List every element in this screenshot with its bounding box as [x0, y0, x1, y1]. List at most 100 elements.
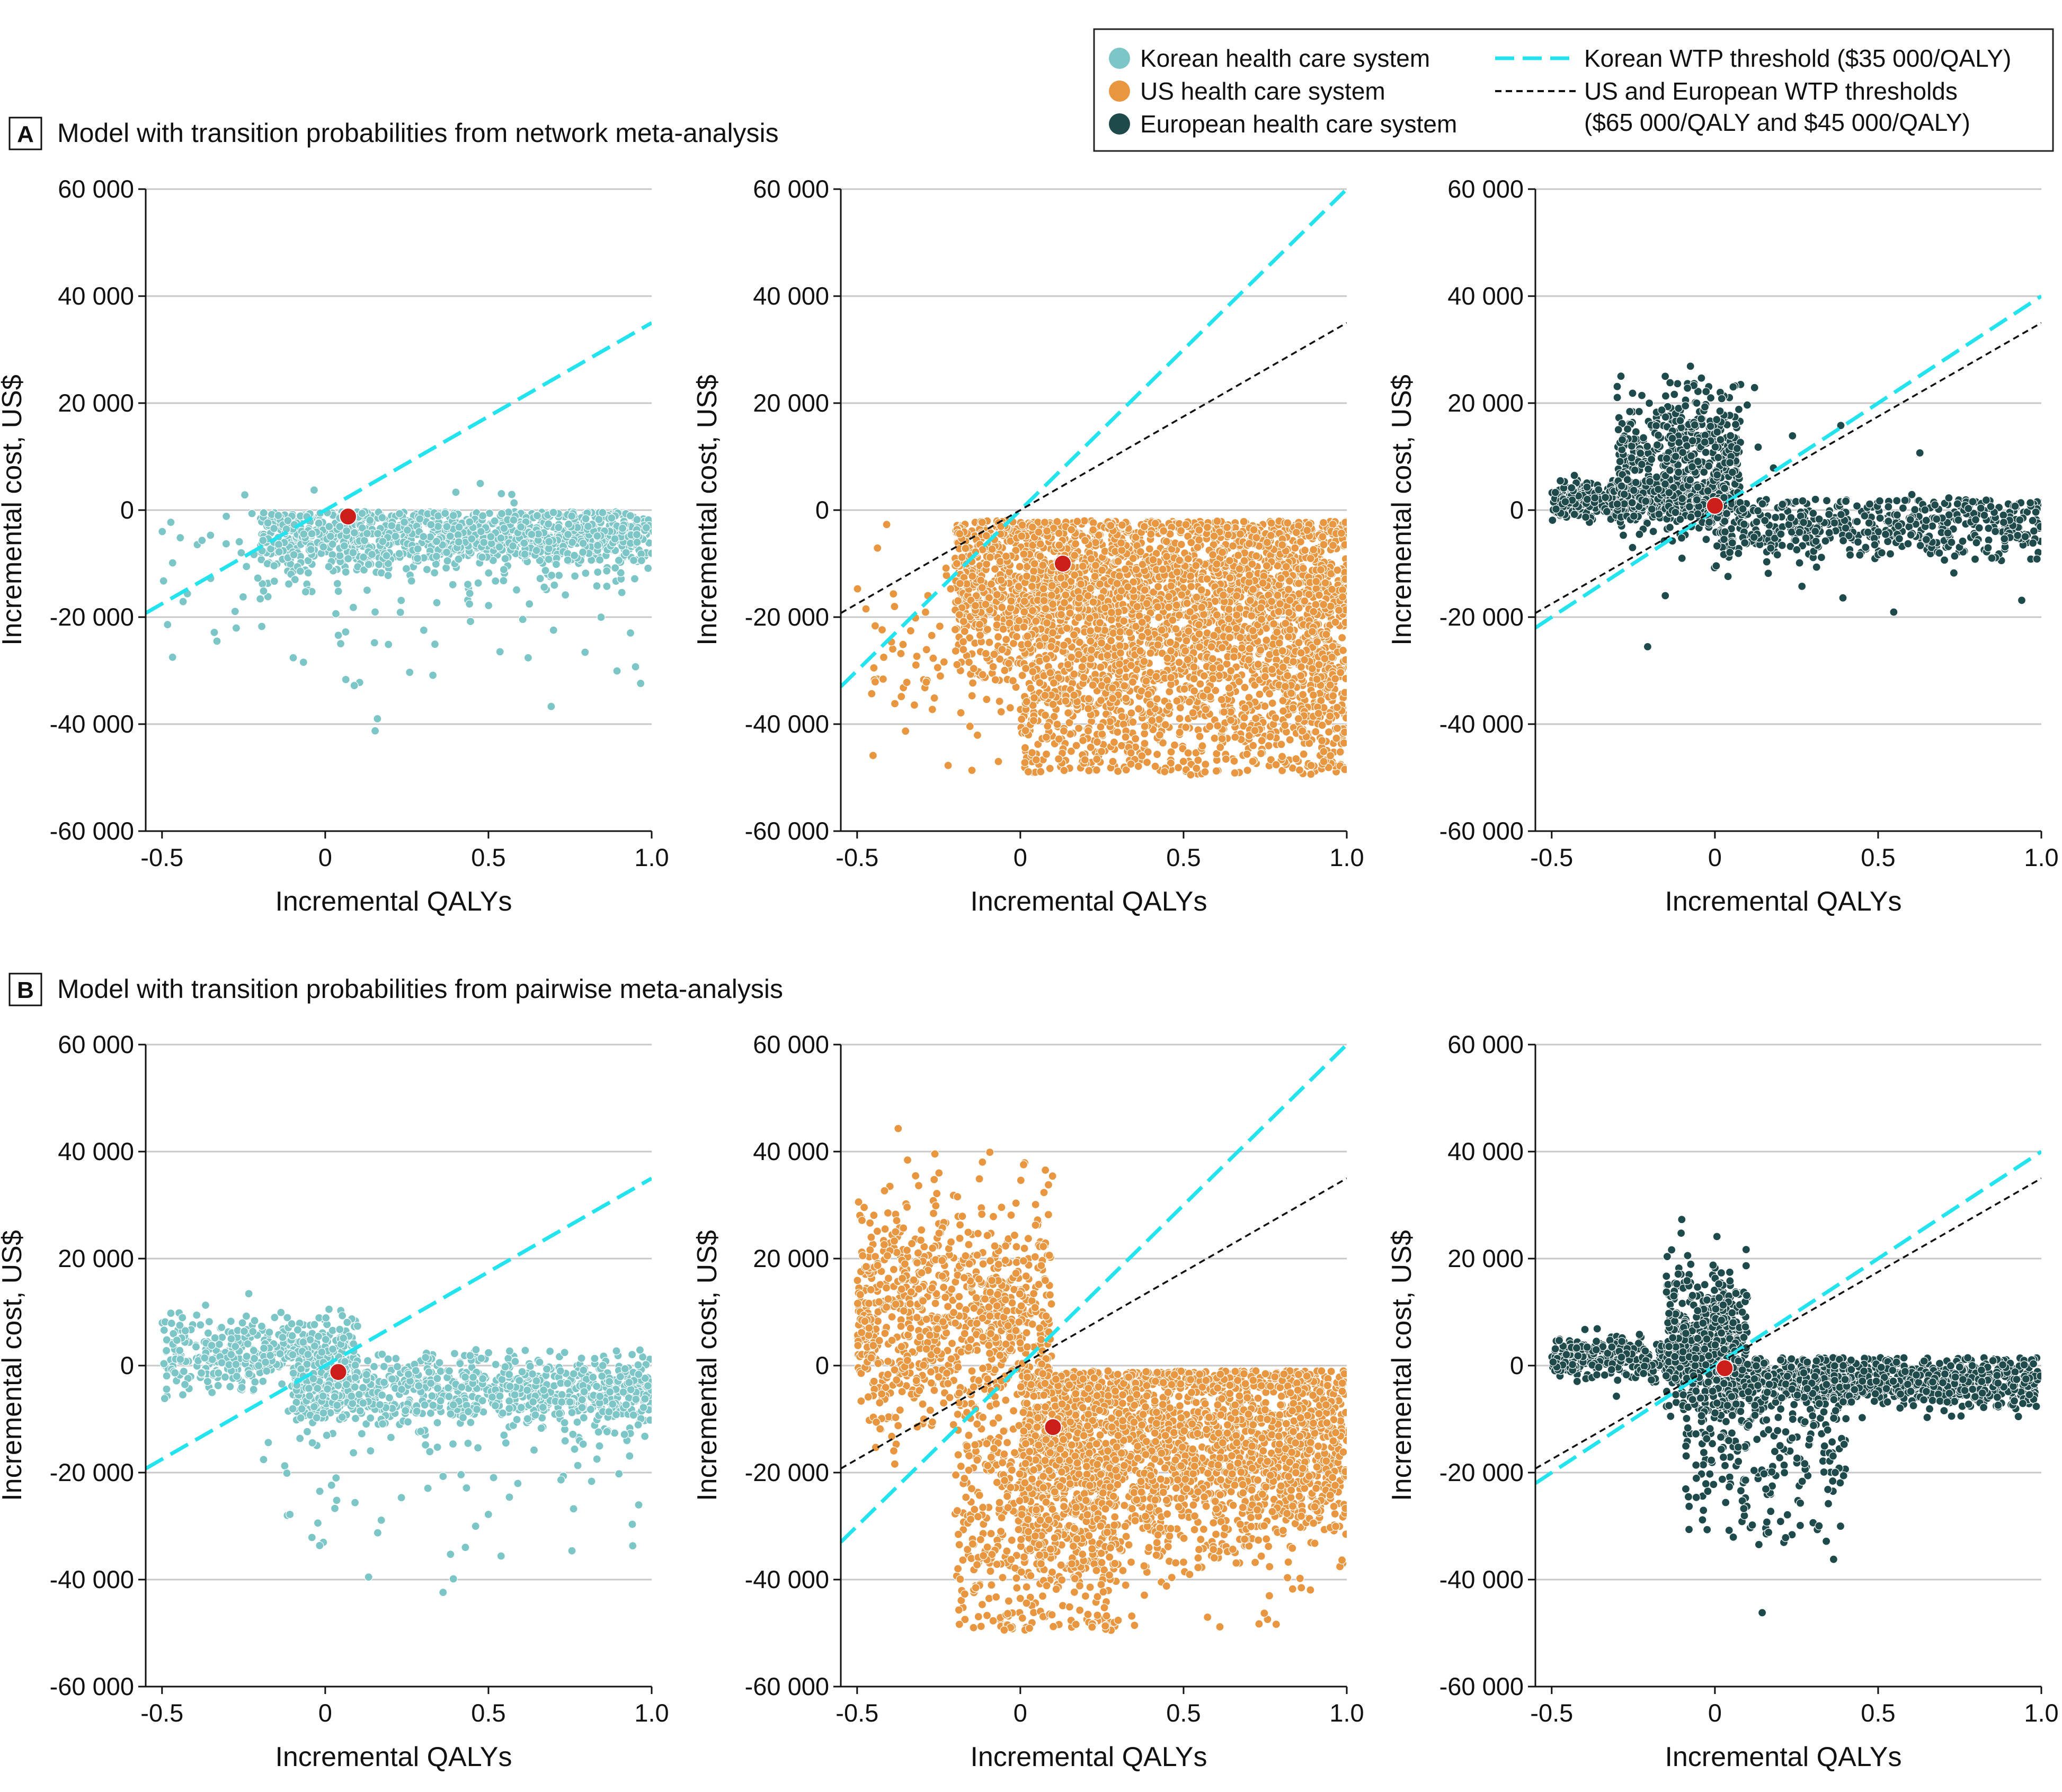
data-point	[1296, 662, 1306, 672]
data-point	[486, 532, 495, 541]
data-point	[454, 530, 463, 539]
data-point	[270, 577, 279, 586]
data-point	[1340, 540, 1347, 549]
data-point	[478, 511, 487, 521]
data-point	[629, 556, 638, 565]
data-point	[1284, 608, 1293, 617]
data-point	[497, 509, 506, 518]
data-point	[1332, 734, 1341, 743]
data-point	[1213, 516, 1222, 526]
data-point	[1092, 737, 1102, 746]
data-point	[415, 514, 424, 523]
data-point	[274, 511, 283, 520]
data-point	[1015, 562, 1024, 571]
data-point	[1198, 742, 1207, 751]
data-point	[1278, 663, 1287, 672]
data-point	[960, 627, 969, 636]
data-point	[1299, 690, 1308, 699]
data-point	[1103, 651, 1112, 660]
data-point	[1189, 674, 1198, 683]
data-point	[508, 541, 518, 550]
section-a-letter-box	[8, 117, 42, 150]
data-point	[1073, 517, 1082, 526]
data-point	[432, 552, 441, 561]
data-point	[370, 608, 380, 617]
section-b-letter-box	[8, 973, 42, 1006]
data-point	[975, 631, 985, 640]
data-point	[1232, 624, 1241, 633]
data-point	[977, 518, 987, 527]
data-point	[593, 541, 602, 550]
data-point	[375, 560, 384, 569]
data-point	[179, 597, 188, 606]
data-point	[1328, 653, 1337, 662]
legend-label-korean-wtp: Korean WTP threshold ($35 000/QALY)	[1584, 44, 2011, 72]
data-point	[1149, 587, 1158, 597]
section-a-letter: A	[17, 121, 34, 147]
y-tick-label: 40 000	[58, 282, 134, 310]
data-point	[309, 485, 319, 495]
data-point	[441, 509, 450, 518]
data-point	[550, 581, 559, 590]
data-point	[407, 576, 416, 585]
data-point	[1224, 625, 1233, 634]
data-point	[1186, 607, 1195, 617]
data-point	[326, 532, 335, 541]
data-point	[1312, 577, 1321, 586]
data-point	[433, 522, 443, 531]
data-point	[1145, 700, 1155, 709]
data-point	[983, 625, 992, 634]
data-point	[1328, 585, 1337, 594]
data-point	[1146, 648, 1155, 658]
data-point	[1133, 602, 1142, 611]
data-point	[1322, 630, 1331, 639]
data-point	[1140, 522, 1149, 531]
data-point	[1021, 726, 1030, 735]
data-point	[430, 568, 439, 577]
data-point	[1096, 663, 1105, 672]
data-point	[1230, 769, 1239, 778]
data-point	[477, 552, 487, 562]
data-point	[1152, 694, 1161, 703]
data-point	[1306, 554, 1315, 563]
data-point	[1086, 626, 1095, 636]
data-point	[1065, 609, 1074, 618]
data-point	[1123, 582, 1132, 592]
section-a-header: A Model with transition probabilities fr…	[8, 117, 779, 150]
data-point	[1226, 666, 1236, 675]
data-point	[1195, 643, 1204, 652]
data-point	[1074, 650, 1083, 659]
data-point	[1234, 551, 1243, 560]
data-point	[1086, 637, 1095, 646]
data-point	[1256, 603, 1265, 612]
data-point	[426, 520, 435, 529]
data-point	[1100, 547, 1109, 556]
data-point	[1167, 673, 1176, 682]
data-point	[384, 559, 393, 568]
data-point	[465, 518, 474, 527]
data-point	[1036, 767, 1045, 776]
data-point	[402, 564, 411, 573]
data-point	[1321, 578, 1330, 587]
data-point	[547, 702, 556, 711]
data-point	[1086, 654, 1095, 663]
data-point	[1128, 677, 1137, 687]
data-point	[1252, 533, 1261, 542]
data-point	[367, 550, 377, 559]
data-point	[1134, 705, 1143, 714]
data-point	[1331, 618, 1340, 627]
data-point	[1136, 547, 1145, 556]
data-point	[299, 530, 308, 539]
y-tick-label: -40 000	[50, 710, 134, 738]
data-point	[1117, 741, 1126, 750]
data-point	[168, 558, 177, 567]
data-point	[314, 519, 323, 528]
data-point	[1338, 646, 1347, 655]
data-point	[1187, 538, 1196, 547]
data-point	[1089, 525, 1098, 534]
data-point	[289, 550, 298, 559]
data-point	[1210, 734, 1219, 743]
data-point	[1167, 582, 1176, 591]
data-point	[1197, 585, 1206, 594]
data-point	[168, 653, 177, 662]
